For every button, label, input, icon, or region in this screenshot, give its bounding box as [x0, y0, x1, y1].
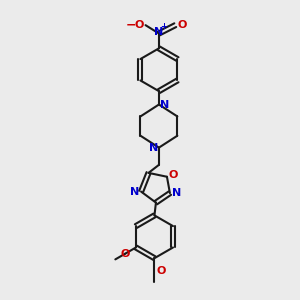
Text: O: O [177, 20, 187, 30]
Text: O: O [120, 249, 130, 259]
Text: N: N [149, 142, 158, 153]
Text: N: N [160, 100, 169, 110]
Text: O: O [156, 266, 166, 276]
Text: N: N [154, 27, 164, 37]
Text: +: + [160, 22, 167, 32]
Text: −: − [125, 18, 136, 31]
Text: N: N [172, 188, 181, 198]
Text: O: O [134, 20, 144, 30]
Text: N: N [130, 187, 139, 196]
Text: O: O [168, 170, 178, 180]
